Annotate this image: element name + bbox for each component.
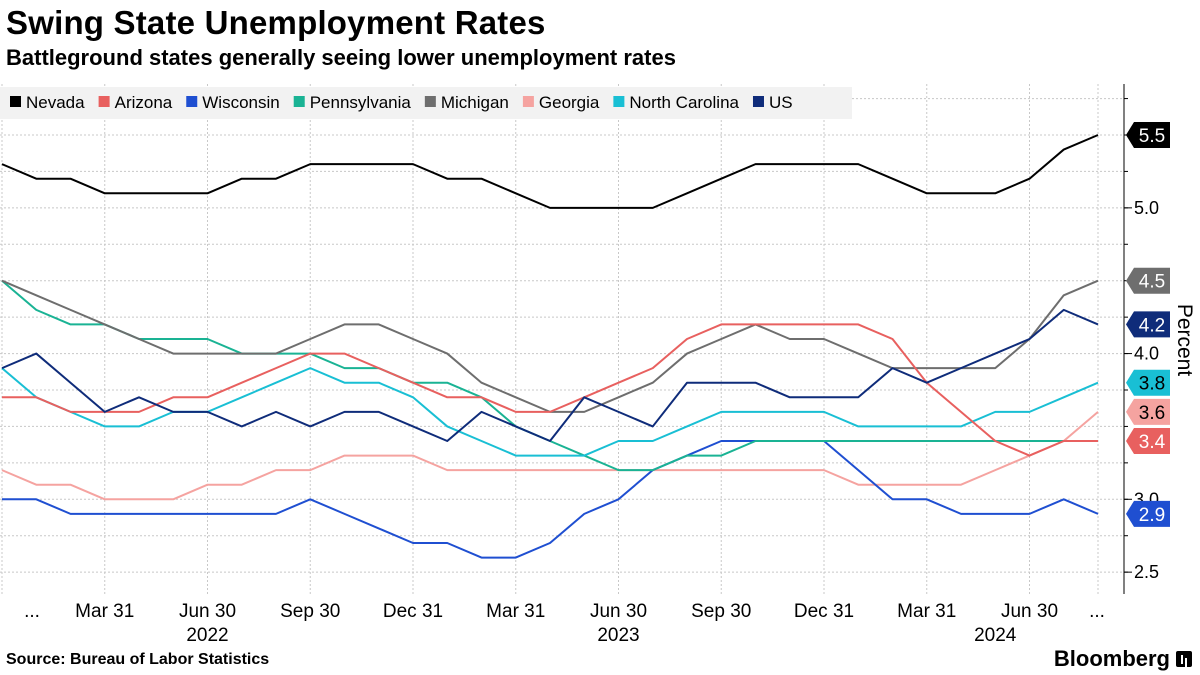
legend-swatch-wisconsin: [186, 96, 198, 107]
end-value-label: 4.2: [1139, 315, 1165, 336]
y-tick-label: 4.0: [1134, 344, 1159, 364]
legend-swatch-michigan: [424, 96, 436, 107]
series-line-arizona: [2, 323, 1098, 457]
series-line-michigan: [1, 279, 1099, 413]
legend-swatch-pennsylvania: [293, 96, 305, 107]
brand-logo: Bloomberg: [1054, 646, 1192, 672]
source-note: Source: Bureau of Labor Statistics: [6, 651, 270, 668]
x-tick-label: Mar 31: [486, 601, 545, 622]
end-value-tag-georgia: [1126, 398, 1170, 425]
end-value-label: 3.4: [1139, 432, 1166, 453]
series-line-nevada: [1, 134, 1099, 209]
x-tick-label: Mar 31: [897, 601, 956, 622]
terminal-icon: [1176, 651, 1192, 667]
y-axis-title: Percent: [1173, 304, 1196, 377]
x-tick-label: Jun 30: [1001, 601, 1058, 622]
legend-label: Georgia: [539, 93, 600, 112]
chart-subtitle: Battleground states generally seeing low…: [6, 45, 676, 70]
end-value-label: 5.5: [1139, 126, 1165, 147]
end-value-tag-michigan: [1126, 267, 1170, 294]
legend-label: Nevada: [26, 93, 85, 112]
end-value-tag-nevada: [1126, 122, 1170, 148]
legend-swatch-north-carolina: [613, 96, 625, 107]
legend-label: Arizona: [115, 93, 173, 112]
legend-label: Pennsylvania: [310, 93, 412, 112]
legend-swatch-arizona: [98, 96, 110, 107]
legend-label: North Carolina: [629, 93, 739, 112]
legend-swatch-us: [752, 96, 764, 107]
x-tick-label: Mar 31: [75, 601, 134, 622]
x-tick-label: Jun 30: [590, 601, 647, 622]
end-value-tag-wisconsin: [1126, 500, 1170, 527]
series-line-georgia: [1, 411, 1099, 501]
legend-label: Michigan: [441, 93, 509, 112]
legend-label: US: [769, 93, 793, 112]
x-tick-label: Sep 30: [691, 601, 751, 622]
x-tick-label: Jun 30: [179, 601, 236, 622]
x-tick-label: Sep 30: [280, 601, 340, 622]
brand-name: Bloomberg: [1053, 646, 1170, 671]
chart-title: Swing State Unemployment Rates: [6, 4, 546, 41]
x-year-label: 2024: [974, 625, 1017, 646]
y-tick-label: 2.5: [1134, 562, 1159, 582]
x-tick-label: ...: [24, 601, 40, 622]
legend-swatch-nevada: [10, 96, 21, 107]
x-tick-label: ...: [1089, 601, 1105, 622]
x-tick-label: Dec 31: [383, 601, 443, 622]
series-line-wisconsin: [2, 440, 1099, 559]
x-year-label: 2023: [597, 625, 639, 646]
series-line-us: [1, 308, 1099, 442]
legend-label: Wisconsin: [202, 93, 279, 112]
x-tick-label: Dec 31: [794, 601, 854, 622]
y-tick-label: 5.0: [1134, 198, 1159, 218]
end-value-tag-arizona: [1126, 428, 1170, 454]
legend-swatch-georgia: [522, 96, 534, 107]
end-value-tag-north-carolina: [1126, 369, 1170, 396]
end-value-label: 2.9: [1139, 505, 1165, 526]
end-value-label: 4.5: [1139, 272, 1165, 293]
end-value-label: 3.6: [1139, 403, 1165, 424]
end-value-tag-us: [1126, 311, 1170, 338]
x-year-label: 2022: [186, 625, 228, 646]
end-value-label: 3.8: [1139, 374, 1165, 395]
